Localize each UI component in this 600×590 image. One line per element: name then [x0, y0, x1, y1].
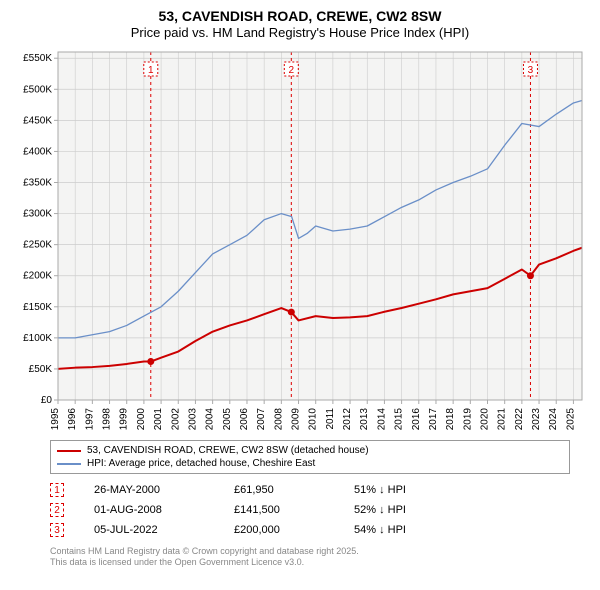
svg-text:£200K: £200K	[23, 271, 52, 282]
sale-row: 1 26-MAY-2000 £61,950 51% ↓ HPI	[50, 480, 570, 500]
attribution: Contains HM Land Registry data © Crown c…	[50, 546, 570, 568]
svg-text:£500K: £500K	[23, 84, 52, 95]
legend-item: HPI: Average price, detached house, Ches…	[57, 457, 563, 470]
svg-text:2017: 2017	[428, 408, 439, 431]
sale-row: 2 01-AUG-2008 £141,500 52% ↓ HPI	[50, 500, 570, 520]
sale-diff: 54% ↓ HPI	[354, 524, 444, 536]
svg-text:2004: 2004	[205, 408, 216, 431]
chart-title: 53, CAVENDISH ROAD, CREWE, CW2 8SW	[10, 8, 590, 24]
attribution-line2: This data is licensed under the Open Gov…	[50, 557, 570, 568]
svg-text:£450K: £450K	[23, 115, 52, 126]
svg-text:2002: 2002	[170, 408, 181, 431]
svg-text:£250K: £250K	[23, 240, 52, 251]
svg-text:2018: 2018	[445, 408, 456, 431]
svg-text:2014: 2014	[376, 408, 387, 431]
svg-text:2009: 2009	[291, 408, 302, 431]
svg-text:1998: 1998	[102, 408, 113, 431]
svg-text:1995: 1995	[50, 408, 61, 431]
sale-price: £141,500	[234, 504, 324, 516]
svg-text:1996: 1996	[67, 408, 78, 431]
svg-text:2005: 2005	[222, 408, 233, 431]
svg-text:2013: 2013	[359, 408, 370, 431]
legend-label: HPI: Average price, detached house, Ches…	[87, 458, 315, 469]
svg-text:2012: 2012	[342, 408, 353, 431]
sale-marker-badge: 1	[50, 483, 64, 497]
chart-area: £0 £50K £100K £150K £200K £250K £300K £350K £400…	[10, 46, 590, 436]
svg-text:2008: 2008	[273, 408, 284, 431]
line-chart: £0 £50K £100K £150K £200K £250K £300K £350K £400…	[10, 46, 590, 436]
svg-text:£100K: £100K	[23, 333, 52, 344]
title-block: 53, CAVENDISH ROAD, CREWE, CW2 8SW Price…	[10, 8, 590, 40]
sale-date: 01-AUG-2008	[94, 504, 204, 516]
legend: 53, CAVENDISH ROAD, CREWE, CW2 8SW (deta…	[50, 440, 570, 474]
sales-table: 1 26-MAY-2000 £61,950 51% ↓ HPI 2 01-AUG-2008…	[50, 480, 570, 540]
sale-marker-badge: 2	[50, 503, 64, 517]
chart-container: 53, CAVENDISH ROAD, CREWE, CW2 8SW Price…	[0, 0, 600, 590]
svg-text:2: 2	[289, 65, 295, 76]
svg-text:£0: £0	[41, 395, 53, 406]
chart-subtitle: Price paid vs. HM Land Registry's House …	[10, 25, 590, 40]
svg-text:3: 3	[528, 65, 534, 76]
sale-price: £200,000	[234, 524, 324, 536]
svg-text:2022: 2022	[514, 408, 525, 431]
legend-swatch	[57, 463, 81, 465]
svg-text:2016: 2016	[411, 408, 422, 431]
svg-text:2023: 2023	[531, 408, 542, 431]
sale-diff: 51% ↓ HPI	[354, 484, 444, 496]
svg-text:£550K: £550K	[23, 53, 52, 64]
attribution-line1: Contains HM Land Registry data © Crown c…	[50, 546, 570, 557]
legend-swatch	[57, 450, 81, 452]
sale-date: 26-MAY-2000	[94, 484, 204, 496]
svg-text:2020: 2020	[480, 408, 491, 431]
svg-text:£400K: £400K	[23, 146, 52, 157]
svg-text:1997: 1997	[84, 408, 95, 431]
svg-text:1: 1	[148, 65, 154, 76]
sale-row: 3 05-JUL-2022 £200,000 54% ↓ HPI	[50, 520, 570, 540]
svg-text:2001: 2001	[153, 408, 164, 431]
sale-price: £61,950	[234, 484, 324, 496]
svg-text:£300K: £300K	[23, 209, 52, 220]
svg-text:£50K: £50K	[29, 364, 53, 375]
svg-text:2003: 2003	[187, 408, 198, 431]
svg-text:2024: 2024	[548, 408, 559, 431]
sale-date: 05-JUL-2022	[94, 524, 204, 536]
sale-marker-badge: 3	[50, 523, 64, 537]
svg-text:2021: 2021	[497, 408, 508, 431]
legend-label: 53, CAVENDISH ROAD, CREWE, CW2 8SW (deta…	[87, 445, 369, 456]
svg-text:£350K: £350K	[23, 178, 52, 189]
svg-text:2010: 2010	[308, 408, 319, 431]
svg-text:2019: 2019	[462, 408, 473, 431]
svg-text:2015: 2015	[394, 408, 405, 431]
svg-text:2006: 2006	[239, 408, 250, 431]
svg-text:1999: 1999	[119, 408, 130, 431]
svg-text:2011: 2011	[325, 408, 336, 430]
svg-text:2007: 2007	[256, 408, 267, 431]
svg-text:2000: 2000	[136, 408, 147, 431]
svg-text:2025: 2025	[565, 408, 576, 431]
legend-item: 53, CAVENDISH ROAD, CREWE, CW2 8SW (deta…	[57, 444, 563, 457]
svg-text:£150K: £150K	[23, 302, 52, 313]
sale-diff: 52% ↓ HPI	[354, 504, 444, 516]
